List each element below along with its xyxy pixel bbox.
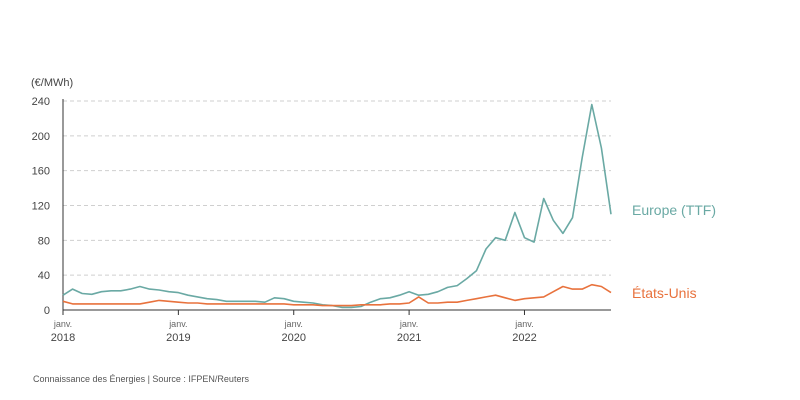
y-tick-label-120: 120 <box>32 201 50 213</box>
x-tick-month-2022: janv. <box>514 319 533 329</box>
x-tick-year-2019: 2019 <box>166 332 190 344</box>
x-tick-month-2019: janv. <box>168 319 187 329</box>
series-label-2: États-Unis <box>632 285 697 301</box>
y-axis: 0 40 80 120 160 200 240 (€/MWh) <box>31 77 73 317</box>
x-tick-month-2018: janv. <box>53 319 72 329</box>
series-label-1: Europe (TTF) <box>632 202 716 218</box>
y-tick-label-40: 40 <box>38 270 50 282</box>
y-tick-label-80: 80 <box>38 235 50 247</box>
y-tick-label-200: 200 <box>32 131 50 143</box>
x-tick-year-2020: 2020 <box>281 332 305 344</box>
series-line-2 <box>62 283 612 307</box>
x-tick-month-2020: janv. <box>284 319 303 329</box>
x-tick-year-2018: 2018 <box>51 332 75 344</box>
y-tick-label-240: 240 <box>32 96 50 108</box>
grid <box>63 100 611 276</box>
x-tick-year-2022: 2022 <box>512 332 536 344</box>
source-note: Connaissance des Énergies | Source : IFP… <box>33 374 249 384</box>
y-unit-label: (€/MWh) <box>31 77 73 89</box>
series-labels: Europe (TTF) États-Unis <box>632 202 716 301</box>
series-lines <box>62 103 612 309</box>
x-tick-year-2021: 2021 <box>397 332 421 344</box>
x-tick-month-2021: janv. <box>399 319 418 329</box>
y-tick-label-0: 0 <box>44 305 50 317</box>
series-line-1 <box>62 103 612 309</box>
y-tick-label-160: 160 <box>32 166 50 178</box>
x-axis: janv. 2018 janv. 2019 janv. 2020 janv. 2021 janv… <box>51 309 611 344</box>
